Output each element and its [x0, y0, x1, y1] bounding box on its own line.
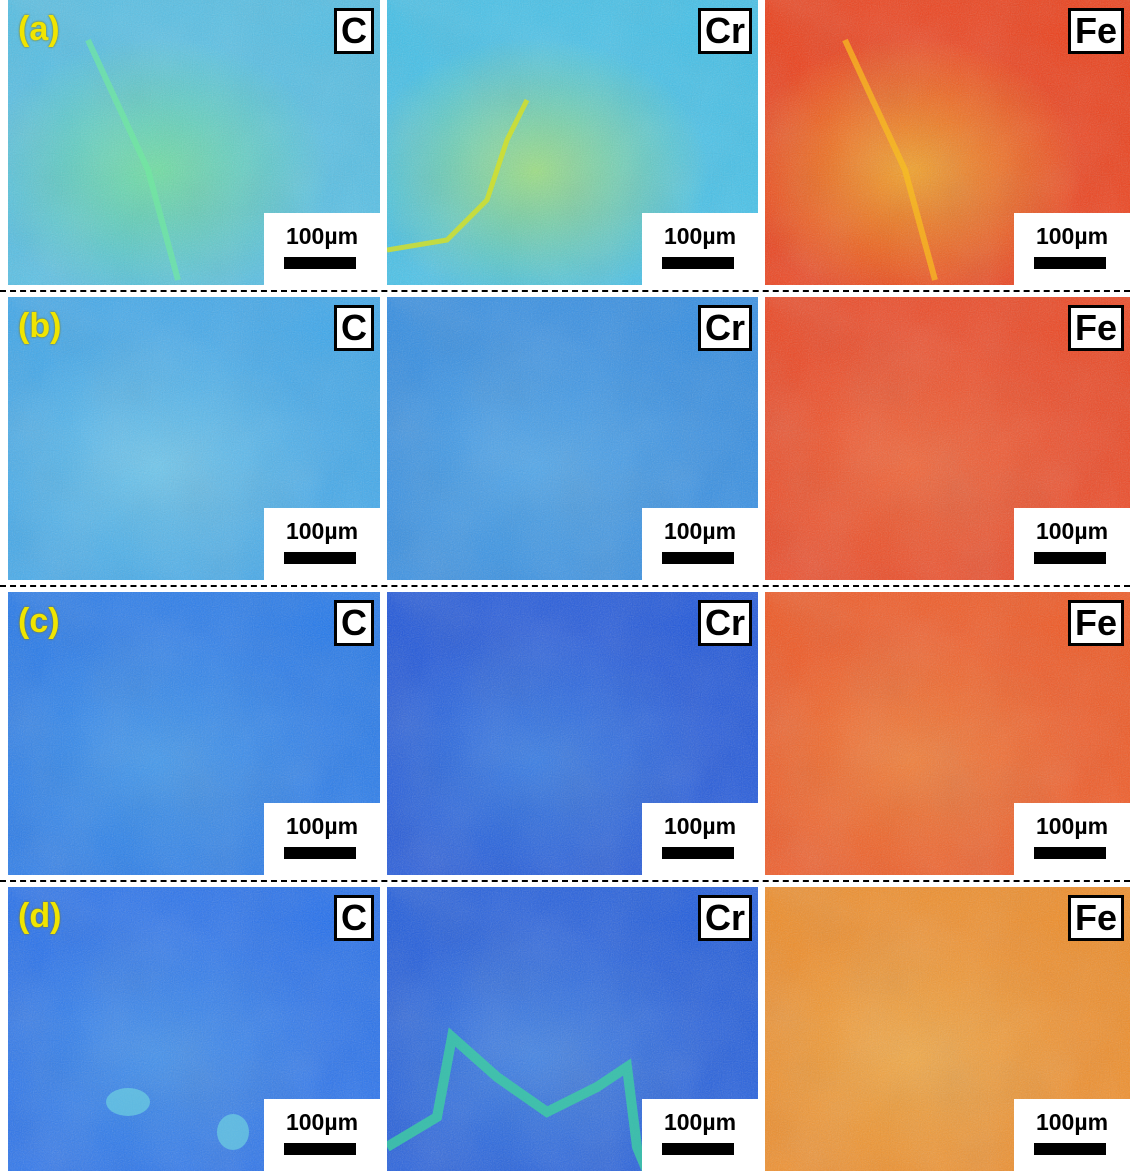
scale-box: 100µm	[642, 508, 758, 580]
map-panel: Fe 100µm	[765, 0, 1130, 285]
scale-bar	[662, 257, 734, 269]
scale-bar	[284, 847, 356, 859]
scale-box: 100µm	[1014, 1099, 1130, 1171]
element-label: Fe	[1068, 600, 1124, 646]
scale-label: 100µm	[642, 518, 758, 545]
scale-bar	[662, 847, 734, 859]
scale-bar	[1034, 552, 1106, 564]
element-label: Cr	[698, 895, 752, 941]
scale-bar	[284, 1143, 356, 1155]
map-panel: C 100µm	[8, 297, 380, 580]
element-label: C	[334, 305, 374, 351]
scale-label: 100µm	[264, 518, 380, 545]
scale-box: 100µm	[642, 803, 758, 875]
map-panel: Fe 100µm	[765, 297, 1130, 580]
element-label: C	[334, 8, 374, 54]
separator	[0, 585, 1130, 587]
scale-label: 100µm	[264, 813, 380, 840]
separator	[0, 290, 1130, 292]
scale-bar	[284, 257, 356, 269]
scale-bar	[1034, 1143, 1106, 1155]
map-panel: C 100µm	[8, 887, 380, 1171]
scale-label: 100µm	[1014, 813, 1130, 840]
map-panel: Fe 100µm	[765, 887, 1130, 1171]
element-label: C	[334, 600, 374, 646]
scale-label: 100µm	[264, 223, 380, 250]
figure: (() => { const data = JSON.parse(documen…	[0, 0, 1130, 1171]
scale-label: 100µm	[642, 813, 758, 840]
scale-box: 100µm	[264, 1099, 380, 1171]
map-panel: Cr 100µm	[387, 297, 758, 580]
scale-box: 100µm	[1014, 213, 1130, 285]
scale-label: 100µm	[642, 1109, 758, 1136]
map-panel: C 100µm	[8, 592, 380, 875]
separator	[0, 880, 1130, 882]
scale-box: 100µm	[264, 508, 380, 580]
map-panel: Cr 100µm	[387, 592, 758, 875]
scale-bar	[662, 552, 734, 564]
element-label: Fe	[1068, 305, 1124, 351]
scale-label: 100µm	[264, 1109, 380, 1136]
scale-box: 100µm	[264, 213, 380, 285]
element-label: Cr	[698, 600, 752, 646]
scale-box: 100µm	[264, 803, 380, 875]
scale-box: 100µm	[642, 213, 758, 285]
row-label: (b)	[18, 307, 61, 346]
scale-bar	[1034, 847, 1106, 859]
scale-box: 100µm	[1014, 803, 1130, 875]
element-label: Fe	[1068, 8, 1124, 54]
map-panel: C 100µm	[8, 0, 380, 285]
element-label: Cr	[698, 305, 752, 351]
element-label: C	[334, 895, 374, 941]
scale-bar	[1034, 257, 1106, 269]
scale-box: 100µm	[1014, 508, 1130, 580]
map-panel: Fe 100µm	[765, 592, 1130, 875]
row-label: (d)	[18, 897, 61, 936]
map-panel: Cr 100µm	[387, 887, 758, 1171]
map-panel: Cr 100µm	[387, 0, 758, 285]
scale-label: 100µm	[1014, 518, 1130, 545]
row-label: (a)	[18, 10, 60, 49]
element-label: Cr	[698, 8, 752, 54]
element-label: Fe	[1068, 895, 1124, 941]
scale-label: 100µm	[642, 223, 758, 250]
scale-label: 100µm	[1014, 1109, 1130, 1136]
row-label: (c)	[18, 602, 60, 641]
scale-bar	[284, 552, 356, 564]
scale-box: 100µm	[642, 1099, 758, 1171]
scale-label: 100µm	[1014, 223, 1130, 250]
scale-bar	[662, 1143, 734, 1155]
